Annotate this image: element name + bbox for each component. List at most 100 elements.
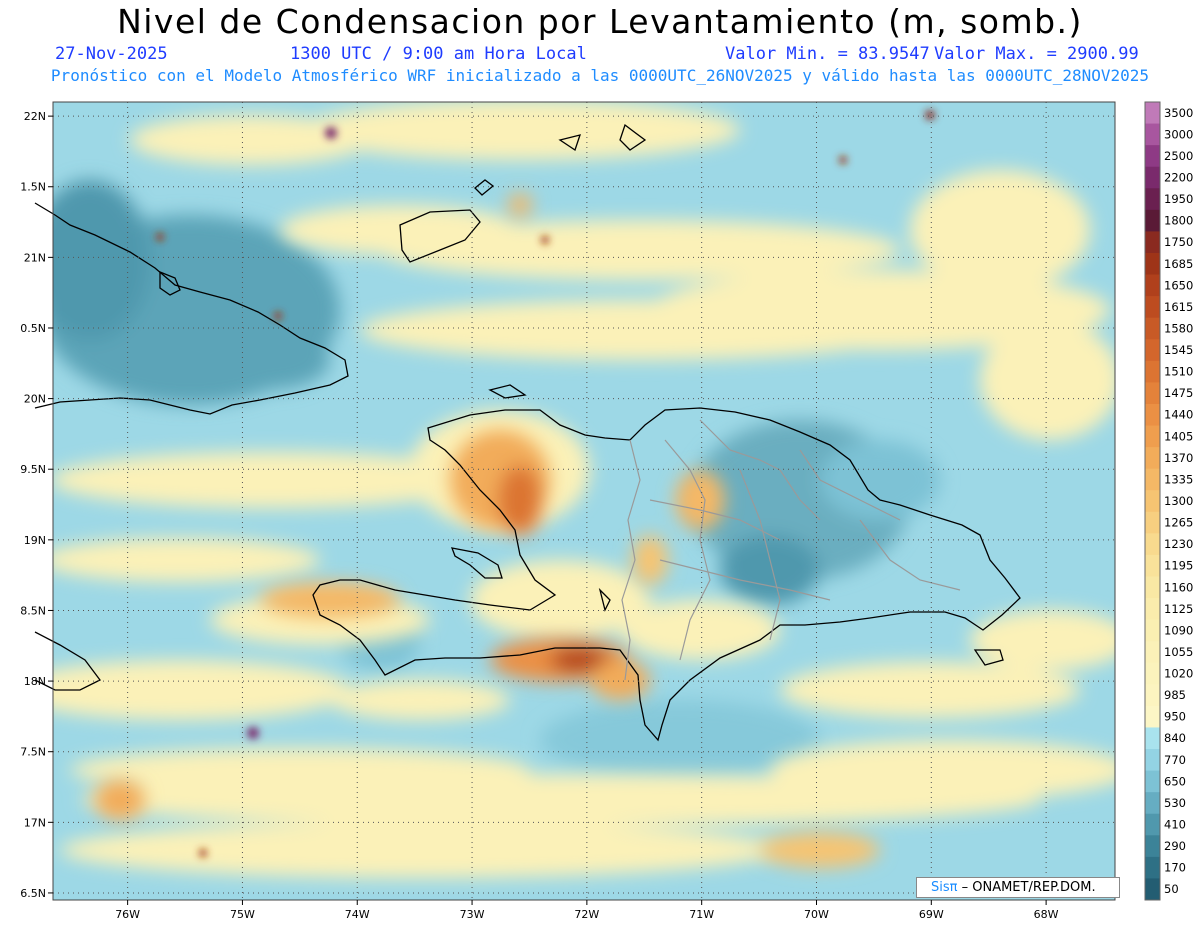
colorbar-swatch (1145, 684, 1160, 707)
lat-tick-label: 20N (24, 393, 46, 406)
colorbar-swatch (1145, 662, 1160, 685)
colorbar-swatch (1145, 770, 1160, 793)
colorbar-label: 50 (1164, 882, 1179, 896)
colorbar-label: 1055 (1164, 645, 1193, 659)
colorbar-label: 1950 (1164, 192, 1193, 206)
forecast-date: 27-Nov-2025 (55, 44, 168, 64)
colorbar-swatch (1145, 317, 1160, 340)
colorbar-label: 1335 (1164, 472, 1193, 486)
colorbar-swatch (1145, 813, 1160, 836)
colorbar-swatch (1145, 447, 1160, 470)
forecast-time: 1300 UTC / 9:00 am Hora Local (290, 44, 587, 64)
colorbar-swatch (1145, 360, 1160, 383)
lat-tick-label: 7.5N (20, 746, 46, 759)
colorbar-swatch (1145, 274, 1160, 297)
colorbar-label: 1685 (1164, 257, 1193, 271)
lat-tick-label: 9.5N (20, 463, 46, 476)
colorbar-label: 1370 (1164, 451, 1193, 465)
colorbar-swatch (1145, 749, 1160, 772)
colorbar-swatch (1145, 490, 1160, 513)
latitude-axis: 22N 1.5N 21N 0.5N 20N 9.5N 19N 8.5N 18N 7.5N 17N 6.… (20, 110, 53, 900)
colorbar-label: 1615 (1164, 300, 1193, 314)
colorbar-label: 1020 (1164, 667, 1193, 681)
lat-tick-label: 17N (24, 816, 46, 829)
colorbar-swatch (1145, 641, 1160, 664)
lon-tick-label: 73W (460, 908, 485, 921)
colorbar-label: 1160 (1164, 580, 1193, 594)
min-value: Valor Min. = 83.9547 (725, 44, 930, 64)
colorbar-swatch (1145, 576, 1160, 599)
colorbar-label: 840 (1164, 731, 1186, 745)
colorbar-swatch (1145, 145, 1160, 168)
lat-tick-label: 19N (24, 534, 46, 547)
colorbar-label: 1230 (1164, 537, 1193, 551)
colorbar-swatch (1145, 339, 1160, 362)
colorbar-swatch (1145, 619, 1160, 642)
colorbar-label: 2200 (1164, 170, 1193, 184)
colorbar-label: 1265 (1164, 516, 1193, 530)
colorbar-swatch (1145, 554, 1160, 577)
lon-tick-label: 69W (919, 908, 944, 921)
model-info-line: Pronóstico con el Modelo Atmosférico WRF… (50, 66, 1150, 85)
colorbar-swatch (1145, 792, 1160, 815)
colorbar-label: 530 (1164, 796, 1186, 810)
colorbar-label: 1405 (1164, 429, 1193, 443)
colorbar-label: 3500 (1164, 106, 1193, 120)
colorbar-swatch (1145, 403, 1160, 427)
colorbar-swatch (1145, 511, 1160, 534)
colorbar-swatch (1145, 425, 1160, 448)
shaded-field (53, 102, 1115, 900)
plot-frame (52, 101, 1116, 901)
lat-tick-label: 1.5N (20, 181, 46, 194)
lat-tick-label: 21N (24, 251, 46, 264)
colorbar-label: 1650 (1164, 278, 1193, 292)
colorbar-swatch (1145, 102, 1160, 125)
colorbar-label: 950 (1164, 710, 1186, 724)
colorbar-swatch (1145, 856, 1160, 879)
lat-tick-label: 18N (24, 675, 46, 688)
colorbar-swatch (1145, 598, 1160, 621)
province-borders (621, 419, 961, 681)
colorbar-swatch (1145, 296, 1160, 319)
colorbar-swatch (1145, 382, 1160, 405)
colorbar-label: 1545 (1164, 343, 1193, 357)
colorbar-label: 1090 (1164, 623, 1193, 637)
colorbar-swatch (1145, 231, 1160, 254)
colorbar-frame (1144, 101, 1161, 901)
colorbar-swatch (1145, 252, 1160, 276)
colorbar-label: 770 (1164, 753, 1186, 767)
colorbar-label: 1475 (1164, 386, 1193, 400)
colorbar-label: 1125 (1164, 602, 1193, 616)
colorbar-swatch (1145, 209, 1160, 232)
colorbar-label: 3000 (1164, 127, 1193, 141)
lat-tick-label: 0.5N (20, 322, 46, 335)
lon-tick-label: 72W (574, 908, 599, 921)
credit-org: – ONAMET/REP.DOM. (957, 880, 1096, 895)
colorbar-label: 1580 (1164, 321, 1193, 335)
colorbar-label: 1750 (1164, 235, 1193, 249)
colorbar-swatch (1145, 468, 1160, 491)
lon-tick-label: 71W (689, 908, 714, 921)
colorbar-label: 410 (1164, 818, 1186, 832)
colorbar-swatch (1145, 533, 1160, 556)
colorbar-label: 985 (1164, 688, 1186, 702)
lon-tick-label: 70W (804, 908, 829, 921)
colorbar-swatch (1145, 878, 1160, 901)
colorbar-label: 290 (1164, 839, 1186, 853)
colorbar-swatch (1145, 188, 1160, 211)
brand-logo-text: Sisπ (931, 880, 958, 895)
colorbar-swatch (1145, 166, 1160, 189)
colorbar-label: 1300 (1164, 494, 1193, 508)
lon-tick-label: 75W (230, 908, 255, 921)
max-value: Valor Max. = 2900.99 (934, 44, 1139, 64)
lon-tick-label: 68W (1034, 908, 1059, 921)
lat-tick-label: 6.5N (20, 887, 46, 900)
lon-tick-label: 76W (115, 908, 140, 921)
lat-tick-label: 8.5N (20, 604, 46, 617)
colorbar-swatch (1145, 835, 1160, 858)
colorbar-label: 1800 (1164, 214, 1193, 228)
colorbar-label: 170 (1164, 861, 1186, 875)
colorbar: 3500 3000 2500 2200 1950 1800 1750 1685 1650 1615… (1144, 101, 1193, 901)
colorbar-label: 1195 (1164, 559, 1193, 573)
